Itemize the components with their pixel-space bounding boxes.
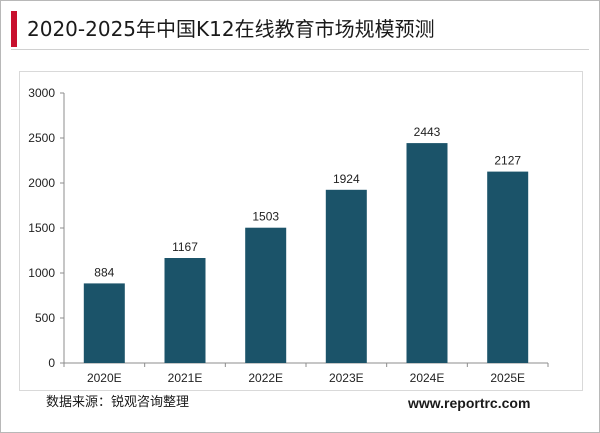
- data-label-2024E: 2443: [414, 125, 441, 139]
- bar-2022E: [245, 227, 287, 363]
- y-tick-label: 2500: [28, 131, 55, 145]
- x-tick-label: 2025E: [490, 371, 525, 385]
- x-tick-label: 2020E: [87, 371, 122, 385]
- x-tick-label: 2022E: [248, 371, 283, 385]
- y-tick-label: 2000: [28, 176, 55, 190]
- bar-2020E: [83, 283, 125, 363]
- y-tick-label: 0: [48, 356, 55, 370]
- y-tick-label: 500: [35, 311, 55, 325]
- bar-2025E: [487, 171, 529, 363]
- x-tick-label: 2021E: [168, 371, 203, 385]
- bar-2021E: [164, 258, 206, 363]
- data-label-2022E: 1503: [252, 210, 279, 224]
- data-label-2025E: 2127: [494, 154, 521, 168]
- x-tick-label: 2024E: [410, 371, 445, 385]
- chart-data-labels: 884 1167 1503 1924 2443 2127: [94, 125, 521, 279]
- chart-bars: [83, 143, 529, 363]
- title-accent-bar: [11, 11, 17, 47]
- chart-axes: [63, 93, 548, 364]
- chart-x-ticks: 2020E 2021E 2022E 2023E 2024E 2025E: [63, 363, 549, 385]
- source-note: 数据来源：锐观咨询整理: [46, 395, 190, 410]
- title-divider: [11, 49, 589, 50]
- bar-2023E: [325, 189, 367, 363]
- page-title: 2020-2025年中国K12在线教育市场规模预测: [27, 17, 435, 41]
- bar-2024E: [406, 143, 448, 363]
- y-tick-label: 3000: [28, 86, 55, 100]
- data-label-2023E: 1924: [333, 172, 360, 186]
- chart-y-ticks: 0 500 1000 1500 2000 2500 3000: [28, 86, 64, 370]
- y-tick-label: 1500: [28, 221, 55, 235]
- y-tick-label: 1000: [28, 266, 55, 280]
- data-label-2020E: 884: [94, 265, 114, 279]
- website-link[interactable]: www.reportrc.com: [408, 395, 531, 411]
- data-label-2021E: 1167: [172, 240, 198, 254]
- x-tick-label: 2023E: [329, 371, 364, 385]
